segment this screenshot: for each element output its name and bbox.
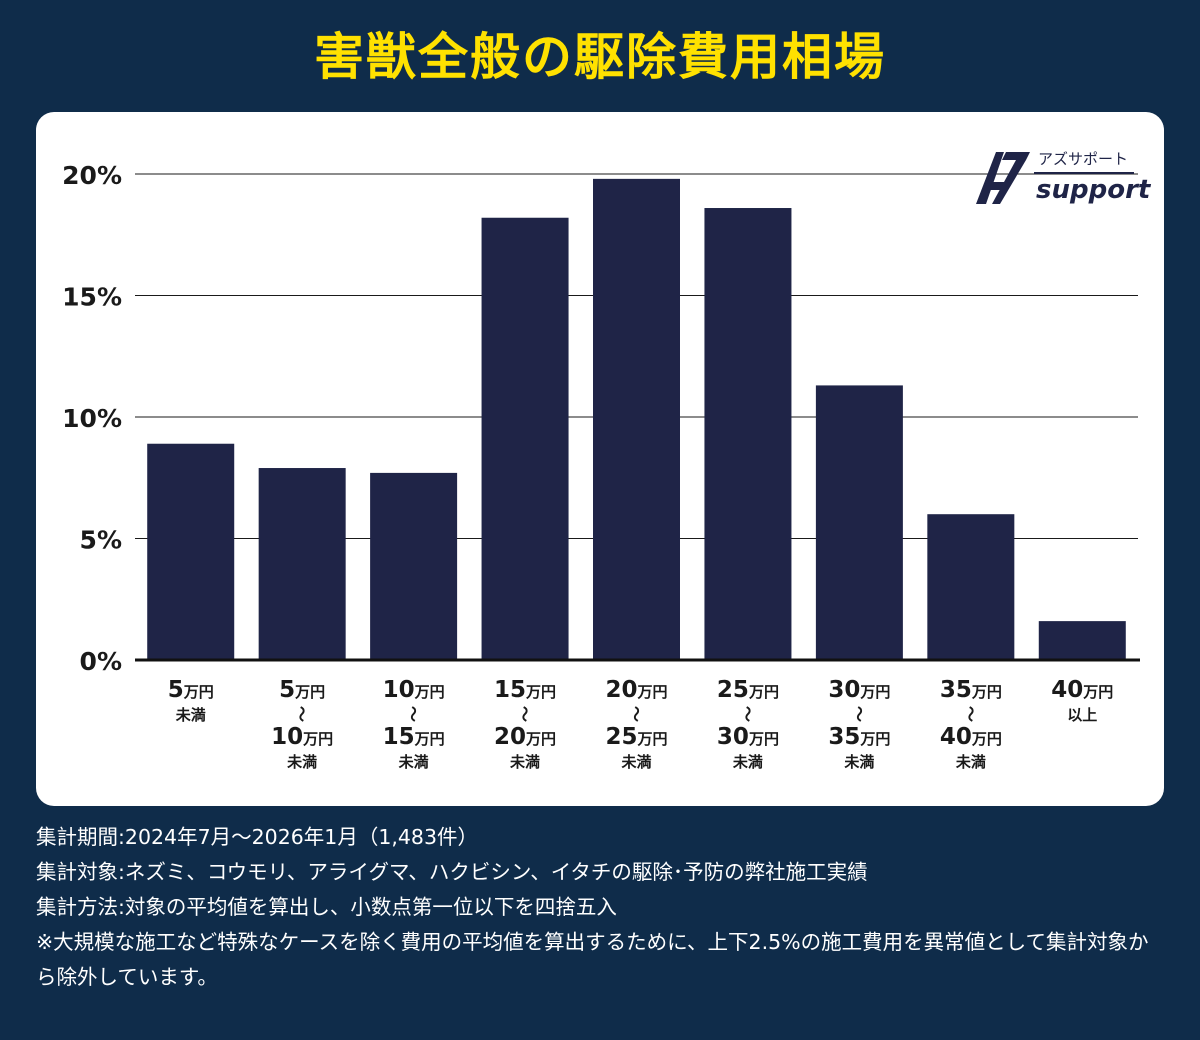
y-tick-label: 10% xyxy=(62,404,122,433)
bar xyxy=(704,208,792,660)
x-tick-label: 5万円 xyxy=(279,677,325,703)
x-tick-label: 35万円 xyxy=(828,724,890,750)
note-method: 集計方法:対象の平均値を算出し、小数点第一位以下を四捨五入 xyxy=(36,895,617,919)
x-tick-label: 〜 xyxy=(627,706,646,722)
logo-divider xyxy=(1034,172,1134,174)
bar xyxy=(927,514,1015,660)
notes-block: 集計期間:2024年7月〜2026年1月（1,483件） 集計対象:ネズミ、コウ… xyxy=(36,820,1166,995)
x-tick-label: 未満 xyxy=(509,753,540,771)
x-tick-label: 10万円 xyxy=(271,724,333,750)
note-target: 集計対象:ネズミ、コウモリ、アライグマ、ハクビシン、イタチの駆除･予防の弊社施工… xyxy=(36,860,868,884)
x-tick-label: 40万円 xyxy=(940,724,1002,750)
x-tick-label: 30万円 xyxy=(828,677,890,703)
bar xyxy=(370,472,458,660)
x-tick-label: 25万円 xyxy=(717,677,779,703)
x-tick-label: 5万円 xyxy=(168,677,214,703)
x-tick-label: 未満 xyxy=(286,753,317,771)
x-tick-label: 〜 xyxy=(961,706,980,722)
x-tick-label: 未満 xyxy=(732,753,763,771)
logo-kana-text: アズサポート xyxy=(1038,150,1129,168)
az-logo-icon xyxy=(976,152,1030,204)
bar xyxy=(1038,621,1126,660)
y-tick-label: 15% xyxy=(62,283,122,312)
note-exclusion: ※大規模な施工など特殊なケースを除く費用の平均値を算出するために、上下2.5%の… xyxy=(36,930,1149,989)
x-tick-label: 20万円 xyxy=(494,724,556,750)
x-tick-label: 〜 xyxy=(404,706,423,722)
x-tick-label: 以上 xyxy=(1067,706,1097,724)
x-tick-label: 未満 xyxy=(843,753,874,771)
company-logo: アズサポート support xyxy=(970,142,1150,214)
page-title: 害獣全般の駆除費用相場 xyxy=(314,28,886,86)
bar xyxy=(593,178,680,661)
x-tick-label: 〜 xyxy=(515,706,534,722)
bar xyxy=(815,385,903,660)
x-tick-label: 35万円 xyxy=(940,677,1002,703)
x-tick-label: 25万円 xyxy=(605,724,667,750)
bar-chart: 0%5%10%15%20%5万円未満5万円〜10万円未満10万円〜15万円未満1… xyxy=(62,161,1140,771)
x-tick-label: 未満 xyxy=(955,753,986,771)
x-tick-label: 15万円 xyxy=(494,677,556,703)
chart-card: 0% 5% 10% 15% 20% 5万円 未満 5万円〜 10万円 未満 10万円〜 15万円 未満 1… xyxy=(36,112,1164,806)
y-tick-label: 0% xyxy=(80,647,122,676)
x-tick-label: 20万円 xyxy=(605,677,667,703)
bar xyxy=(258,468,346,660)
bar xyxy=(481,217,569,660)
y-tick-label: 20% xyxy=(62,161,122,190)
note-period: 集計期間:2024年7月〜2026年1月（1,483件） xyxy=(36,825,479,849)
x-tick-label: 未満 xyxy=(620,753,651,771)
bar xyxy=(147,443,235,660)
x-tick-label: 未満 xyxy=(175,706,206,724)
x-tick-label: 未満 xyxy=(398,753,429,771)
x-tick-label: 40万円 xyxy=(1051,677,1113,703)
x-tick-label: 15万円 xyxy=(383,724,445,750)
x-tick-label: 30万円 xyxy=(717,724,779,750)
x-tick-label: 〜 xyxy=(849,706,868,722)
y-tick-label: 5% xyxy=(80,526,122,555)
x-tick-label: 〜 xyxy=(738,706,757,722)
logo-wordmark: support xyxy=(1036,175,1151,205)
x-tick-label: 〜 xyxy=(292,706,311,722)
x-tick-label: 10万円 xyxy=(383,677,445,703)
